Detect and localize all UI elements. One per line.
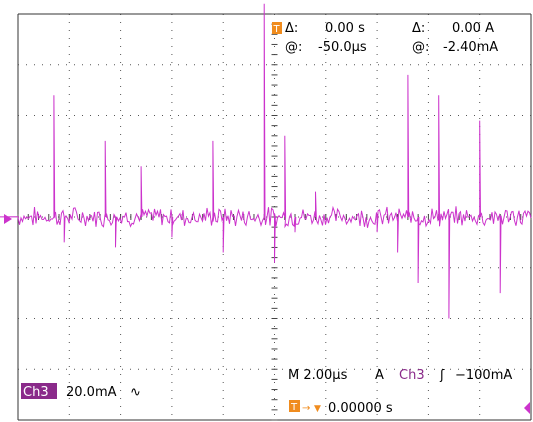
at-time-label: @: (285, 40, 302, 55)
trigger-slope-icon: ʃ (439, 368, 445, 383)
chevron-down-icon: ▼ (314, 404, 321, 414)
delta-amp-value: 0.00 A (452, 21, 494, 36)
trigger-marker-icon (272, 22, 282, 34)
ch3-badge-label: Ch3 (23, 385, 49, 400)
delta-time-value: 0.00 s (325, 21, 365, 36)
timebase-readout[interactable]: M 2.00µs A Ch3 ʃ −100mA (288, 368, 512, 383)
cursor-readout: Δ: 0.00 s Δ: 0.00 A @: -50.0µs @: -2.40m… (285, 21, 498, 55)
trigger-level-marker[interactable] (524, 402, 530, 414)
at-amp-value: -2.40mA (443, 40, 498, 55)
trigger-position-icon (289, 400, 300, 412)
trigger-source-unit: A (375, 368, 384, 383)
ch3-scale-value: 20.0mA (66, 385, 117, 400)
timebase-main: M 2.00µs (288, 368, 348, 383)
trigger-channel: Ch3 (399, 368, 425, 383)
at-amp-label: @: (412, 40, 429, 55)
trigger-position-value: 0.00000 s (328, 401, 393, 416)
trigger-marker-letter: T (273, 24, 281, 35)
channel-scale-readout[interactable]: Ch3 20.0mA ∿ (21, 383, 141, 400)
trigger-position-icon-letter: T (290, 402, 298, 413)
trigger-position-readout[interactable]: T → ▼ 0.00000 s (289, 400, 393, 416)
delta-amp-label: Δ: (412, 21, 425, 36)
coupling-icon: ∿ (130, 385, 141, 400)
at-time-value: -50.0µs (318, 40, 367, 55)
ch3-badge (21, 383, 57, 399)
arrow-right-icon: → (302, 403, 310, 414)
trigger-level-value: −100mA (455, 368, 512, 383)
trigger-position-marker[interactable]: T (272, 22, 282, 35)
ch3-ground-marker[interactable] (4, 214, 12, 224)
ch3-waveform (0, 3, 532, 319)
delta-time-label: Δ: (285, 21, 298, 36)
